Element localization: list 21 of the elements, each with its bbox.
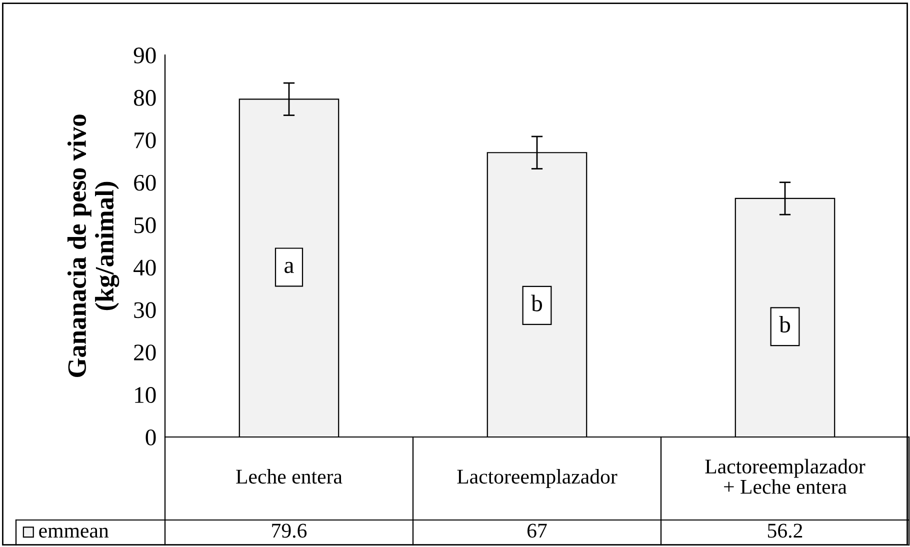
x-tick-label: Lactoreemplazador + Leche entera [705, 458, 866, 494]
y-tick-label: 20 [134, 344, 156, 361]
y-tick-label: 60 [134, 174, 156, 191]
x-tick-label: Leche entera [236, 469, 342, 484]
y-tick-label: 80 [134, 90, 156, 106]
annotation: b [779, 316, 790, 333]
y-tick-label: 90 [134, 47, 156, 64]
x-tick-label: Lactoreemplazador [457, 469, 618, 488]
annotation: b [531, 294, 542, 312]
legend-label: emmean [39, 528, 109, 538]
y-tick-label: 0 [146, 429, 156, 446]
data-label: 67 [527, 524, 547, 538]
y-tick-label: 50 [134, 217, 156, 234]
annotation: a [284, 262, 294, 274]
y-axis-title: Gananacia de peso vivo (kg/animal) [67, 114, 120, 378]
data-label: 56.2 [768, 524, 802, 538]
y-tick-label: 70 [134, 132, 156, 148]
y-tick-label: 10 [135, 387, 156, 403]
y-tick-label: 30 [134, 302, 156, 318]
data-label: 79.6 [272, 524, 307, 538]
y-tick-label: 40 [134, 260, 156, 276]
